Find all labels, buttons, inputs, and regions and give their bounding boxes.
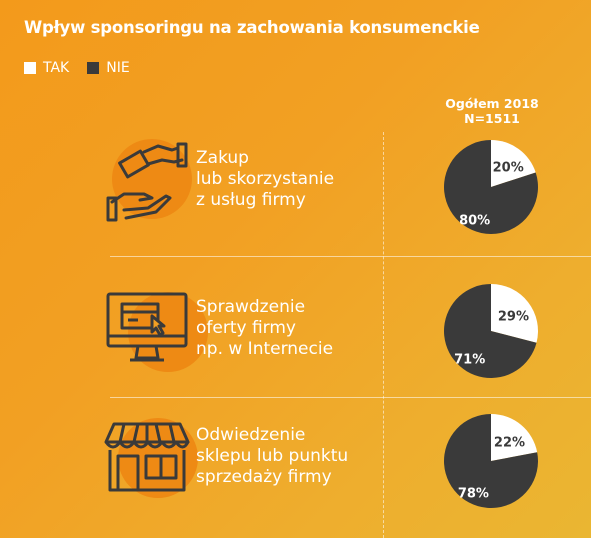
pie-slice-nie (444, 140, 538, 234)
row-label-3-line-1: Odwiedzenie (196, 425, 306, 445)
row-label-1-line-1: Zakup (196, 148, 249, 168)
hand-money-icon (106, 142, 188, 222)
row-divider-2 (110, 397, 591, 398)
row-label-2-line-2: oferty firmy (196, 318, 296, 338)
legend-item-tak: TAK (24, 60, 69, 76)
row-label-3-line-2: sklepu lub punktu (196, 446, 349, 466)
row-label-3-line-3: sprzedaży firmy (196, 467, 332, 487)
legend: TAK NIE (24, 60, 148, 76)
vertical-divider (383, 132, 384, 538)
pie-slice-nie (444, 414, 538, 508)
row-label-2-line-1: Sprawdzenie (196, 297, 306, 317)
row-label-1-line-2: lub skorzystanie (196, 169, 335, 189)
legend-label-tak: TAK (43, 60, 70, 76)
chart-title: Wpływ sponsoringu na zachowania konsumen… (24, 18, 480, 37)
row-divider-1 (110, 256, 591, 257)
pie-chart-3: 22% 78% (444, 414, 538, 508)
legend-item-nie: NIE (87, 60, 130, 76)
pie-label-nie: 78% (458, 486, 489, 501)
legend-swatch-nie (87, 62, 100, 74)
column-header-year: Ogółem 2018 (445, 96, 539, 111)
pie-chart-2: 29% 71% (444, 284, 538, 378)
pie-label-tak: 20% (493, 161, 524, 176)
computer-monitor-icon (106, 292, 188, 362)
column-header-sample: N=1511 (464, 111, 520, 126)
pie-label-nie: 80% (459, 213, 490, 228)
row-label-2: Sprawdzenie oferty firmy np. w Interneci… (196, 297, 333, 360)
row-label-3: Odwiedzenie sklepu lub punktu sprzedaży … (196, 425, 348, 488)
legend-label-nie: NIE (106, 60, 130, 76)
row-label-1-line-3: z usług firmy (196, 190, 306, 210)
shop-storefront-icon (104, 422, 190, 492)
pie-slice-tak (491, 414, 538, 461)
pie-slice-tak (491, 140, 536, 187)
row-label-1: Zakup lub skorzystanie z usług firmy (196, 148, 334, 211)
pie-slice-tak (491, 284, 538, 343)
pie-slice-nie (444, 284, 537, 378)
pie-chart-1: 20% 80% (444, 140, 538, 234)
pie-label-tak: 22% (494, 436, 525, 451)
legend-swatch-tak (24, 62, 36, 74)
row-label-2-line-3: np. w Internecie (196, 339, 334, 359)
pie-label-tak: 29% (498, 310, 529, 325)
pie-label-nie: 71% (454, 352, 485, 367)
column-header: Ogółem 2018 N=1511 (440, 96, 544, 126)
